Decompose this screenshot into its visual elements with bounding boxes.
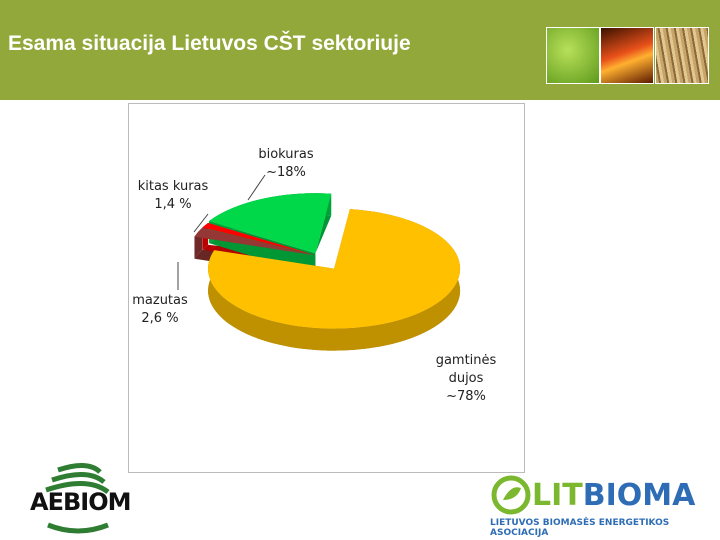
slice-label: mazutas <box>132 293 188 308</box>
slice-value-label: 1,4 % <box>154 197 192 212</box>
slice <box>208 209 461 329</box>
leader-line <box>193 213 209 233</box>
aebiom-emblem <box>45 463 110 534</box>
leaf-image <box>546 27 600 84</box>
slice-label: gamtinės dujos <box>435 353 497 386</box>
slice-value-label: ~18% <box>266 165 306 180</box>
logo-litbioma: LITBIOMA <box>532 478 695 513</box>
slice-value-label: ~78% <box>446 389 486 404</box>
slice-value-label: 2,6 % <box>141 311 179 326</box>
logo-part: LIT <box>532 478 583 513</box>
slide-title: Esama situacija Lietuvos CŠT sektoriuje <box>8 32 411 55</box>
header-bar: Esama situacija Lietuvos CŠT sektoriuje <box>0 0 720 100</box>
litbioma-emblem <box>491 475 531 515</box>
logo-aebiom: AEBIOM <box>30 488 131 516</box>
straw-image <box>655 27 709 84</box>
logo-subtitle: LIETUVOS BIOMASĖS ENERGETIKOS ASOCIACIJA <box>490 518 670 538</box>
leader-line <box>247 174 266 201</box>
logo-part: BIOMA <box>582 478 696 513</box>
slice <box>209 193 332 254</box>
slice-label: biokuras <box>258 147 314 162</box>
slice <box>194 227 315 256</box>
slice-label: kitas kuras <box>137 179 209 194</box>
slice <box>202 222 315 256</box>
fire-image <box>600 27 654 84</box>
